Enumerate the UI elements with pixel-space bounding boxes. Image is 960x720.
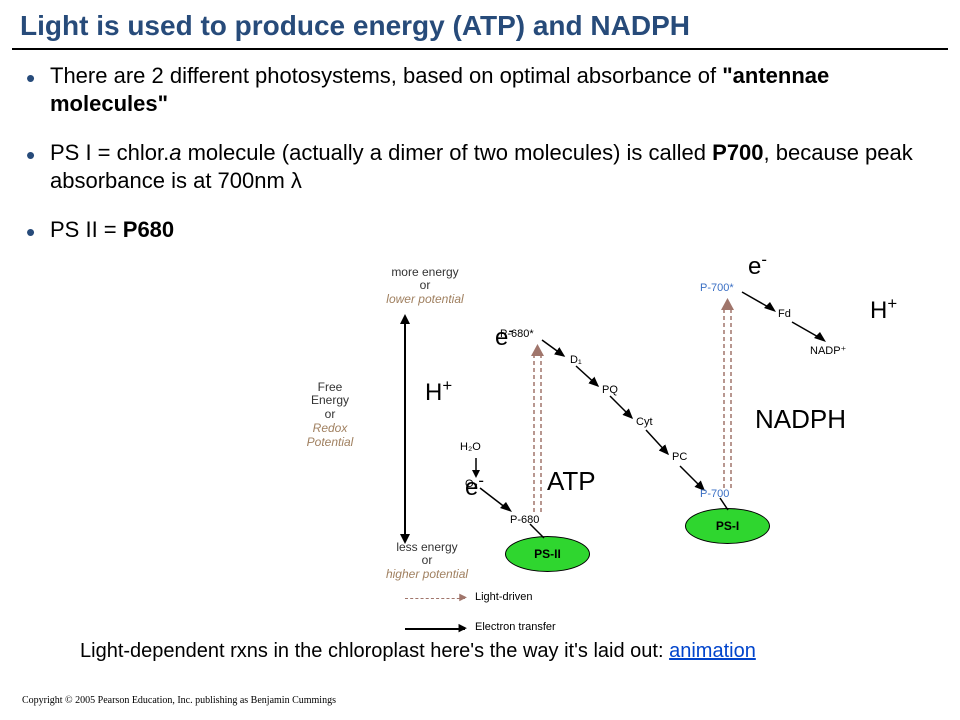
label-h2o: H₂O [460, 441, 481, 453]
label-fd: Fd [778, 308, 791, 320]
arrow-fd-nadp [790, 320, 830, 346]
legend-light-line [405, 598, 465, 599]
bullet-1: There are 2 different photosystems, base… [50, 62, 930, 117]
bullet-3-bold: P680 [123, 217, 174, 242]
y-l4: Redox [313, 421, 348, 435]
arrow-p700-up [720, 298, 734, 490]
slide-title: Light is used to produce energy (ATP) an… [0, 0, 960, 48]
axis-bot-l3: higher potential [386, 567, 468, 581]
ps2-ellipse: PS-II [505, 536, 590, 572]
y-l2: Energy [311, 393, 349, 407]
bullet-2-bold: P700 [712, 140, 763, 165]
bullet-2-ital: a [169, 140, 181, 165]
label-pc: PC [672, 451, 687, 463]
legend-electron-label: Electron transfer [475, 621, 556, 633]
label-d1: D₁ [570, 354, 582, 366]
axis-top-l3: lower potential [386, 292, 463, 306]
axis-top-label: more energy or lower potential [380, 266, 470, 307]
line-p680-ps2 [528, 522, 546, 540]
axis-top-l2: or [420, 278, 431, 292]
bullet-2: PS I = chlor.a molecule (actually a dime… [50, 139, 930, 194]
title-divider [12, 48, 948, 50]
arrow-p700star-fd [740, 290, 780, 316]
bullet-2-pre: PS I = chlor. [50, 140, 169, 165]
big-e-low: e- [465, 471, 484, 502]
axis-top-l1: more energy [391, 265, 458, 279]
label-cyt: Cyt [636, 416, 653, 428]
copyright: Copyright © 2005 Pearson Education, Inc.… [22, 695, 336, 706]
y-l5: Potential [307, 435, 354, 449]
y-axis-label: Free Energy or Redox Potential [295, 381, 365, 450]
big-h-left: H+ [425, 376, 452, 407]
label-pq: PQ [602, 384, 618, 396]
big-e-top: e- [748, 250, 767, 281]
caption-text: Light-dependent rxns in the chloroplast … [80, 640, 669, 662]
animation-link[interactable]: animation [669, 640, 756, 662]
bullet-list: There are 2 different photosystems, base… [0, 62, 960, 244]
label-nadp: NADP⁺ [810, 344, 846, 357]
bullet-1-text: There are 2 different photosystems, base… [50, 63, 722, 88]
bullet-2-mid: molecule (actually a dimer of two molecu… [181, 140, 712, 165]
big-nadph: NADPH [755, 404, 846, 435]
caption: Light-dependent rxns in the chloroplast … [80, 640, 756, 663]
bullet-3: PS II = P680 [50, 216, 930, 244]
label-p700star: P-700* [700, 282, 734, 294]
legend-light-label: Light-driven [475, 591, 532, 603]
ps1-ellipse: PS-I [685, 508, 770, 544]
big-e-mid: e- [495, 321, 514, 352]
axis-bot-l2: or [422, 553, 433, 567]
y-l3: or [325, 407, 336, 421]
line-p700-ps1 [718, 496, 730, 512]
y-axis-arrow [395, 314, 415, 544]
y-l1: Free [318, 380, 343, 394]
bullet-3-pre: PS II = [50, 217, 123, 242]
big-atp: ATP [547, 466, 596, 497]
big-h-right: H+ [870, 294, 897, 325]
z-scheme-diagram: more energy or lower potential less ener… [0, 266, 960, 676]
axis-bot-label: less energy or higher potential [382, 541, 472, 582]
legend-electron-line [405, 628, 465, 630]
